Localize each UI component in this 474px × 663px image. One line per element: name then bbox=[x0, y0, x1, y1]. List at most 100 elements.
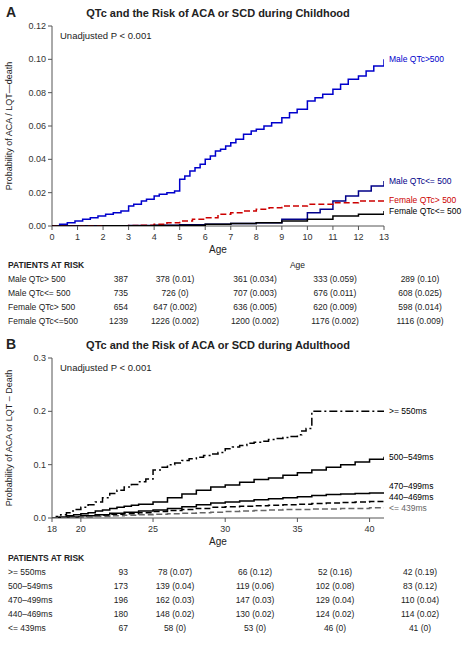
risk-cell: 114 (0.02) bbox=[401, 609, 439, 619]
risk-cell: 110 (0.04) bbox=[401, 595, 439, 605]
x-tick-label: 25 bbox=[148, 524, 158, 534]
risk-row-n: 173 bbox=[114, 581, 128, 591]
risk-cell: 42 (0.19) bbox=[403, 567, 437, 577]
risk-table-title: PATIENTS AT RISK bbox=[8, 260, 85, 270]
risk-row-n: 654 bbox=[114, 302, 128, 312]
x-tick-label: 8 bbox=[254, 232, 259, 242]
plot-area bbox=[52, 411, 384, 518]
risk-cell: 289 (0.10) bbox=[401, 274, 440, 284]
x-tick-label: 2 bbox=[101, 232, 106, 242]
curve-label: Female QTc> 500 bbox=[389, 195, 457, 205]
risk-table: PATIENTS AT RISKAgeMale QTc> 500387378 (… bbox=[8, 260, 444, 326]
y-tick bbox=[48, 411, 52, 412]
curve-label: Female QTc<= 500 bbox=[389, 206, 462, 216]
curve-label: 440–469ms bbox=[389, 492, 433, 502]
risk-row-n: 196 bbox=[114, 595, 128, 605]
x-tick bbox=[153, 518, 154, 522]
y-tick-label: 0.02 bbox=[28, 188, 46, 198]
y-tick-label: 0.10 bbox=[28, 54, 46, 64]
risk-cell: 636 (0.005) bbox=[233, 302, 277, 312]
risk-cell: 139 (0.04) bbox=[156, 581, 195, 591]
x-axis-label: Age bbox=[209, 536, 227, 547]
y-tick-label: 0.06 bbox=[28, 121, 46, 131]
x-tick bbox=[225, 518, 226, 522]
risk-cell: 130 (0.02) bbox=[236, 609, 275, 619]
risk-cell: 676 (0.011) bbox=[314, 288, 357, 298]
risk-cell: 58 (0) bbox=[164, 623, 186, 633]
risk-cell: 53 (0) bbox=[244, 623, 266, 633]
x-tick-label: 18 bbox=[47, 524, 57, 534]
x-axis bbox=[52, 518, 384, 519]
background bbox=[0, 0, 474, 663]
x-tick-label: 11 bbox=[328, 232, 337, 242]
risk-cell: 162 (0.03) bbox=[156, 595, 195, 605]
x-tick bbox=[103, 226, 104, 230]
curve-label: Male QTc<= 500 bbox=[389, 176, 452, 186]
risk-row-label: Male QTc<= 500 bbox=[8, 288, 71, 298]
annotation: Unadjusted P < 0.001 bbox=[60, 30, 151, 41]
risk-cell: 1176 (0.002) bbox=[311, 316, 359, 326]
curve bbox=[52, 508, 384, 518]
risk-cell: 361 (0.034) bbox=[233, 274, 277, 284]
x-tick bbox=[154, 226, 155, 230]
x-tick bbox=[332, 226, 333, 230]
curve bbox=[52, 501, 384, 518]
risk-table-column-title: Age bbox=[290, 260, 305, 270]
x-axis-label: Age bbox=[209, 244, 227, 255]
y-tick-label: 0.0 bbox=[33, 513, 46, 523]
x-tick-label: 10 bbox=[302, 232, 312, 242]
y-tick bbox=[48, 358, 52, 359]
curve-label: Male QTc>500 bbox=[389, 54, 444, 64]
panel: A QTc and the Risk of ACA or SCD during C… bbox=[4, 4, 462, 326]
curve bbox=[52, 411, 384, 518]
risk-cell: 726 (0) bbox=[162, 288, 189, 298]
risk-cell: 647 (0.002) bbox=[153, 302, 197, 312]
y-tick bbox=[48, 126, 52, 127]
risk-row-n: 67 bbox=[119, 623, 129, 633]
risk-cell: 83 (0.12) bbox=[403, 581, 437, 591]
risk-cell: 52 (0.16) bbox=[318, 567, 352, 577]
x-tick bbox=[52, 518, 53, 522]
curve-label: 470–499ms bbox=[389, 481, 433, 491]
x-tick-label: 6 bbox=[203, 232, 208, 242]
x-tick-label: 4 bbox=[152, 232, 157, 242]
risk-cell: 1116 (0.009) bbox=[397, 316, 444, 326]
y-axis-label: Probability of ACA or LQT – Death bbox=[4, 370, 14, 506]
x-tick bbox=[179, 226, 180, 230]
x-tick-label: 3 bbox=[126, 232, 131, 242]
x-tick bbox=[80, 518, 81, 522]
x-tick bbox=[205, 226, 206, 230]
x-tick-label: 12 bbox=[353, 232, 363, 242]
y-tick bbox=[48, 92, 52, 93]
x-tick-label: 1 bbox=[75, 232, 80, 242]
annotation: Unadjusted P < 0.001 bbox=[60, 362, 151, 373]
x-tick-label: 13 bbox=[379, 232, 389, 242]
x-tick bbox=[77, 226, 78, 230]
x-tick-label: 35 bbox=[292, 524, 302, 534]
risk-cell: 66 (0.12) bbox=[238, 567, 272, 577]
risk-table: PATIENTS AT RISK>= 550ms9378 (0.07)66 (0… bbox=[8, 553, 439, 633]
curve-label: 500–549ms bbox=[389, 452, 433, 462]
x-tick bbox=[128, 226, 129, 230]
x-tick bbox=[384, 226, 385, 230]
title: QTc and the Risk of ACA or SCD during Ch… bbox=[86, 7, 350, 19]
panel-label: A bbox=[6, 4, 16, 20]
x-tick bbox=[358, 226, 359, 230]
risk-cell: 148 (0.02) bbox=[156, 609, 195, 619]
x-tick bbox=[297, 518, 298, 522]
risk-cell: 147 (0.03) bbox=[236, 595, 275, 605]
title: QTc and the Risk of ACA or SCD during Ad… bbox=[86, 339, 350, 351]
y-tick-label: 0.00 bbox=[28, 221, 46, 231]
y-tick bbox=[48, 518, 52, 519]
risk-cell: 46 (0) bbox=[324, 623, 346, 633]
x-tick-label: 9 bbox=[279, 232, 284, 242]
y-tick bbox=[48, 464, 52, 465]
panel: BQTc and the Risk of ACA or SCD during A… bbox=[4, 336, 439, 633]
y-tick-label: 0.1 bbox=[33, 460, 46, 470]
risk-row-n: 735 bbox=[114, 288, 128, 298]
y-tick-label: 0.2 bbox=[33, 406, 46, 416]
x-tick bbox=[307, 226, 308, 230]
x-tick-label: 7 bbox=[228, 232, 233, 242]
risk-row-label: Male QTc> 500 bbox=[8, 274, 66, 284]
risk-cell: 333 (0.059) bbox=[313, 274, 357, 284]
